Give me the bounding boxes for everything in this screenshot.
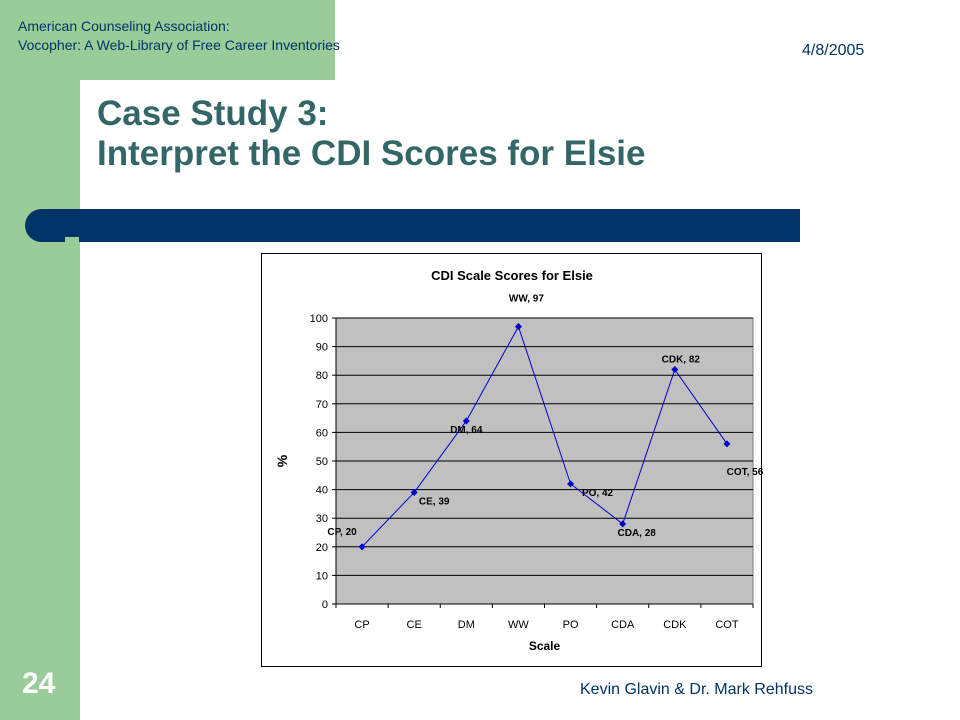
x-tick-label: CE: [407, 619, 422, 631]
slide-title-line-1: Case Study 3:: [97, 94, 329, 133]
x-tick-label: CDK: [663, 619, 687, 631]
data-label: CE, 39: [419, 496, 450, 507]
x-tick-label: CP: [354, 619, 369, 631]
data-point: [462, 417, 470, 425]
y-tick-label: 40: [316, 485, 328, 497]
x-axis-label: Scale: [529, 639, 561, 653]
y-axis-label: %: [274, 454, 290, 467]
x-tick-label: COT: [715, 619, 739, 631]
chart-frame: CDI Scale Scores for Elsie 0 10 20 30 40 50 60…: [261, 253, 763, 667]
data-label: DM, 64: [450, 425, 483, 436]
data-label: COT, 56: [727, 467, 763, 478]
slide-date: 4/8/2005: [802, 42, 865, 59]
chart-title: CDI Scale Scores for Elsie: [431, 268, 593, 283]
x-tick-label: PO: [563, 619, 579, 631]
data-labels: CP, 20 CE, 39 DM, 64 WW, 97 PO, 42 CDA, 28 CDK…: [327, 294, 763, 539]
organization-line-2: Vocopher: A Web-Library of Free Career I…: [18, 37, 340, 53]
data-label: CDK, 82: [662, 354, 701, 365]
data-point: [358, 543, 366, 551]
footer-authors: Kevin Glavin & Dr. Mark Rehfuss: [580, 681, 813, 698]
y-tick-label: 90: [316, 342, 328, 354]
series-layer: [358, 323, 731, 551]
data-point: [671, 365, 679, 374]
x-tick-label: WW: [508, 619, 529, 631]
data-point: [723, 440, 731, 448]
organization-line-1: American Counseling Association:: [18, 18, 230, 34]
y-tick-label: 100: [310, 313, 328, 325]
data-point: [619, 520, 627, 528]
y-tick-label: 60: [316, 427, 328, 439]
y-tick-label: 70: [316, 399, 328, 411]
data-point: [410, 488, 418, 496]
line-chart: CDI Scale Scores for Elsie 0 10 20 30 40 50 60…: [274, 268, 763, 653]
slide-number: 24: [22, 667, 56, 700]
left-accent-band: [0, 0, 80, 720]
y-tick-label: 0: [322, 599, 328, 611]
title-rule-notch: [65, 237, 79, 242]
data-label: PO, 42: [582, 488, 614, 499]
y-tick-label: 30: [316, 513, 328, 525]
data-label: CDA, 28: [618, 528, 657, 539]
y-tick-label: 50: [316, 456, 328, 468]
slide-title: Case Study 3: Interpret the CDI Scores f…: [97, 94, 645, 174]
data-point: [567, 480, 575, 488]
series-line: [361, 325, 728, 548]
y-tick-label: 80: [316, 370, 328, 382]
x-tick-label: CDA: [611, 619, 635, 631]
x-tick-label: DM: [458, 619, 475, 631]
axes: 0 10 20 30 40 50 60 70 80 90 100 CP CE DM WW PO CDA CDK CO…: [310, 313, 754, 631]
data-label: CP, 20: [327, 527, 357, 538]
title-rule-bar: [25, 209, 800, 242]
slide-title-line-2: Interpret the CDI Scores for Elsie: [97, 134, 646, 173]
y-tick-label: 10: [316, 570, 328, 582]
organization-header: American Counseling Association: Vocophe…: [18, 17, 340, 55]
data-point: [514, 323, 522, 331]
y-tick-label: 20: [316, 542, 328, 554]
top-accent-band: [0, 0, 335, 80]
data-label: WW, 97: [509, 294, 544, 305]
